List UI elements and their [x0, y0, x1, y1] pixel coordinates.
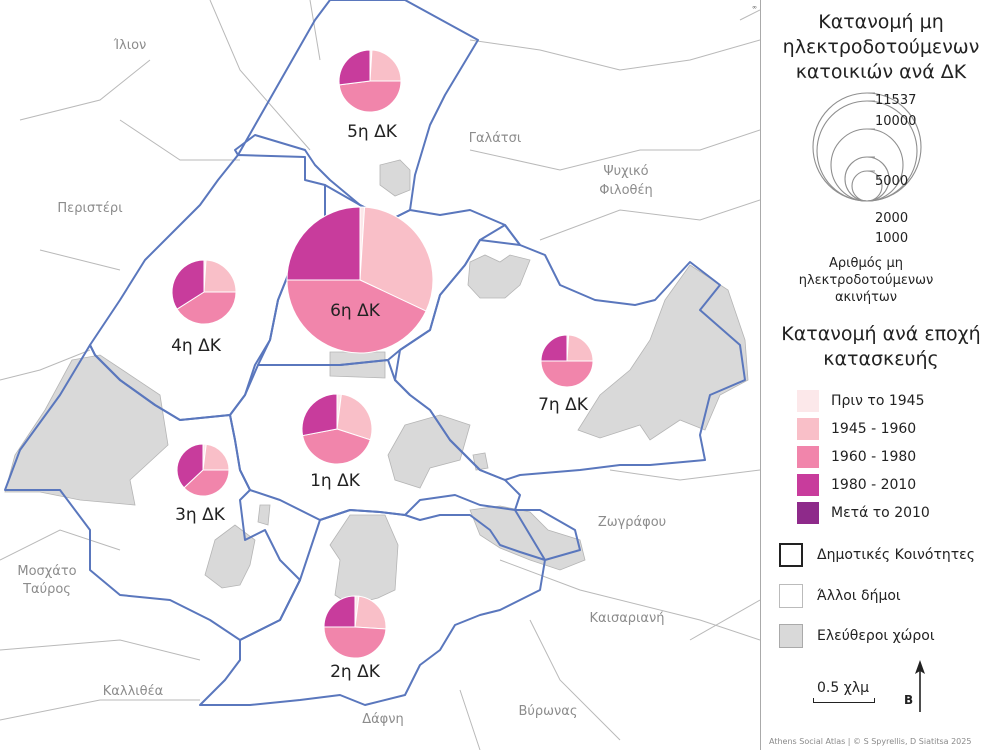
- era-legend-title: Κατανομή ανά εποχή κατασκευής: [781, 323, 981, 370]
- north-arrow-icon: [915, 660, 925, 712]
- district-label-7: 7η ΔΚ: [538, 395, 589, 415]
- size-value-1000: 1000: [875, 231, 909, 246]
- pie-slice: [540, 360, 594, 388]
- neighbor-label: Καισαριανή: [589, 611, 664, 626]
- era-swatch-2: [797, 446, 819, 468]
- neighbor-label: Καλλιθέα: [103, 684, 163, 699]
- neighbor-label: Ίλιον: [113, 38, 147, 53]
- green-space-swatch: [779, 624, 803, 648]
- north-label: Β: [904, 693, 914, 707]
- era-label-4: Μετά το 2010: [831, 505, 930, 521]
- pie-slice: [566, 334, 594, 362]
- pie-slice: [286, 206, 361, 281]
- pie-district-2: [323, 595, 387, 659]
- era-label-3: 1980 - 2010: [831, 477, 917, 493]
- neighbor-label: Μοσχάτο: [17, 564, 76, 579]
- corner-mark: ∞: [752, 4, 757, 11]
- pie-slice: [359, 206, 434, 312]
- credit-text: Athens Social Atlas | © S Spyrellis, D S…: [769, 737, 972, 746]
- district-pie-charts: [171, 49, 594, 659]
- pie-slice: [286, 279, 427, 354]
- pie-district-6: [286, 206, 434, 354]
- green-space-label: Ελεύθεροι χώροι: [817, 628, 935, 644]
- era-swatch-0: [797, 390, 819, 412]
- neighbor-label: Περιστέρι: [57, 201, 122, 216]
- map-canvas: Ίλιον Γαλάτσι Ψυχικό Φιλοθέη Περιστέρι Ζ…: [0, 0, 760, 750]
- neighbor-label: Φιλοθέη: [599, 183, 653, 198]
- pie-slice: [354, 595, 387, 630]
- district-label-1: 1η ΔΚ: [310, 471, 361, 491]
- district-label-5: 5η ΔΚ: [347, 122, 398, 142]
- green-spaces: [4, 159, 749, 606]
- district-label-3: 3η ΔΚ: [175, 505, 226, 525]
- pie-slice: [202, 443, 230, 471]
- municipality-borders: [0, 0, 760, 750]
- size-value-10000: 10000: [875, 114, 917, 129]
- neighbor-label: Ψυχικό: [603, 164, 648, 179]
- pie-slice: [336, 393, 373, 441]
- district-labels: 1η ΔΚ 2η ΔΚ 3η ΔΚ 4η ΔΚ 5η ΔΚ 6η ΔΚ 7η Δ…: [171, 122, 589, 682]
- neighbor-labels: Ίλιον Γαλάτσι Ψυχικό Φιλοθέη Περιστέρι Ζ…: [17, 38, 666, 727]
- pie-slice: [540, 334, 568, 362]
- pie-district-7: [540, 334, 594, 388]
- pie-slice: [369, 49, 402, 82]
- other-municipalities-label: Άλλοι δήμοι: [817, 588, 901, 604]
- legend-title: Κατανομή μη ηλεκτροδοτούμενων κατοικιών …: [782, 11, 980, 83]
- pie-slice: [171, 259, 205, 310]
- legend-panel: Κατανομή μη ηλεκτροδοτούμενων κατοικιών …: [760, 0, 1000, 750]
- district-label-6: 6η ΔΚ: [330, 301, 381, 321]
- pie-district-3: [176, 443, 230, 497]
- pie-slice: [338, 49, 371, 86]
- neighbor-label: Ταύρος: [22, 582, 71, 597]
- size-legend: [812, 92, 922, 202]
- pie-slice: [301, 393, 338, 437]
- pie-district-5: [338, 49, 402, 113]
- boundary-swatch: [779, 543, 803, 567]
- scale-bar: [813, 698, 875, 703]
- era-label-0: Πριν το 1945: [831, 393, 925, 409]
- pie-slice: [323, 595, 356, 628]
- era-label-1: 1945 - 1960: [831, 421, 917, 437]
- pie-slice: [302, 428, 371, 465]
- neighbor-label: Ζωγράφου: [598, 515, 666, 530]
- size-value-2000: 2000: [875, 211, 909, 226]
- district-label-4: 4η ΔΚ: [171, 336, 222, 356]
- pie-slice: [323, 626, 387, 659]
- neighbor-label: Βύρωνας: [518, 704, 577, 719]
- pie-district-1: [301, 393, 373, 465]
- boundary-label: Δημοτικές Κοινότητες: [817, 547, 975, 563]
- scale-label: 0.5 χλμ: [817, 680, 869, 696]
- other-municipalities-swatch: [779, 584, 803, 608]
- pie-slice: [176, 443, 204, 489]
- era-swatch-4: [797, 502, 819, 524]
- district-label-2: 2η ΔΚ: [330, 662, 381, 682]
- era-swatch-1: [797, 418, 819, 440]
- pie-slice: [338, 80, 402, 113]
- pie-slice: [203, 259, 237, 293]
- neighbor-label: Γαλάτσι: [469, 131, 522, 146]
- size-legend-caption: Αριθμός μη ηλεκτροδοτούμενων ακινήτων: [798, 256, 934, 305]
- community-boundaries: [4, 0, 746, 706]
- era-swatch-3: [797, 474, 819, 496]
- pie-district-4: [171, 259, 237, 325]
- size-value-5000: 5000: [875, 174, 909, 189]
- era-label-2: 1960 - 1980: [831, 449, 917, 465]
- size-value-11537: 11537: [875, 93, 917, 108]
- pie-slice: [183, 469, 230, 497]
- neighbor-label: Δάφνη: [362, 712, 404, 727]
